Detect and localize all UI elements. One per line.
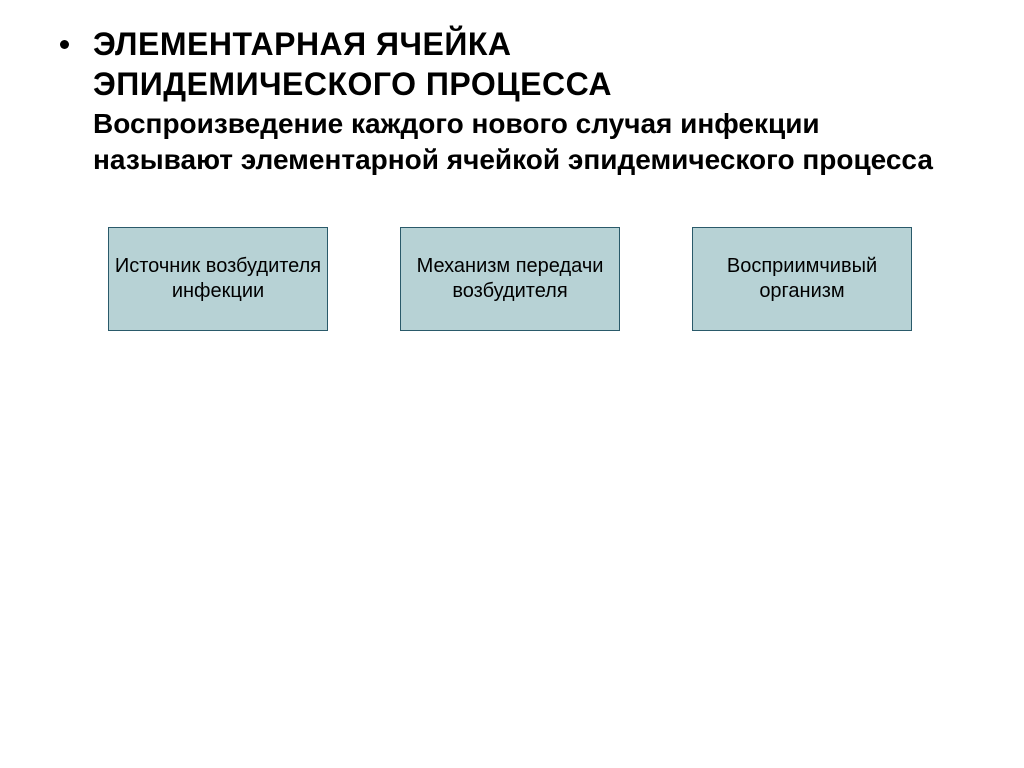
title-line-1: ЭЛЕМЕНТАРНАЯ ЯЧЕЙКА xyxy=(93,24,964,64)
bullet-icon xyxy=(60,40,69,49)
bullet-block: ЭЛЕМЕНТАРНАЯ ЯЧЕЙКА ЭПИДЕМИЧЕСКОГО ПРОЦЕ… xyxy=(60,24,964,179)
diagram-row: Источник возбудителя инфекции Механизм п… xyxy=(60,227,964,331)
box-mechanism: Механизм передачи возбудителя xyxy=(400,227,620,331)
box-organism: Восприимчивый организм xyxy=(692,227,912,331)
title-line-2: ЭПИДЕМИЧЕСКОГО ПРОЦЕССА xyxy=(93,64,964,104)
text-column: ЭЛЕМЕНТАРНАЯ ЯЧЕЙКА ЭПИДЕМИЧЕСКОГО ПРОЦЕ… xyxy=(93,24,964,179)
body-text: Воспроизведение каждого нового случая ин… xyxy=(93,106,964,179)
box-source: Источник возбудителя инфекции xyxy=(108,227,328,331)
slide-content: ЭЛЕМЕНТАРНАЯ ЯЧЕЙКА ЭПИДЕМИЧЕСКОГО ПРОЦЕ… xyxy=(0,0,1024,331)
